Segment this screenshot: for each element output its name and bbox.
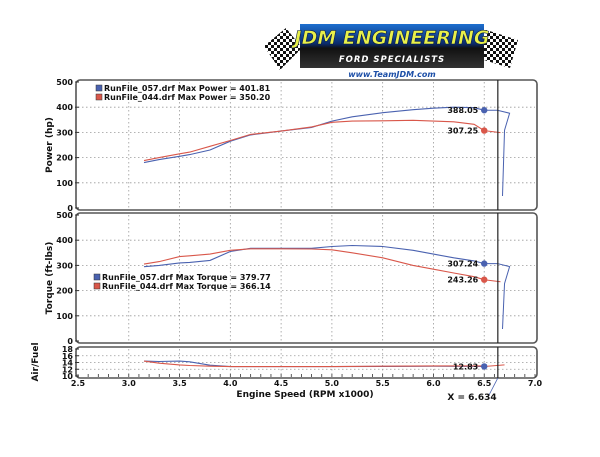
x-axis-label: Engine Speed (RPM x1000) (236, 390, 373, 400)
brand-subtitle: FORD SPECIALISTS (339, 55, 445, 65)
series-tail (484, 364, 505, 367)
checkered-flag-right-icon (480, 28, 518, 68)
cursor-readout: X = 6.634 (447, 393, 496, 403)
value-marker[interactable] (481, 127, 488, 134)
series-tail (484, 263, 511, 330)
value-label: 307.25 (447, 127, 478, 136)
series-line-RunFile_057-drf (143, 244, 485, 268)
panel-power: 0 100 200 300 400 500 Power (hp) 388.05 307.25 Ru… (45, 78, 538, 213)
y-axis-label: Power (hp) (45, 117, 55, 173)
x-tick-label: 3.0 (122, 379, 137, 388)
x-tick-label: 5.0 (325, 379, 340, 388)
x-tick-label: 6.5 (477, 379, 492, 388)
jdm-logo: JDM ENGINEERING FORD SPECIALISTS www.Tea… (264, 24, 518, 79)
series-line-RunFile_044-drf (143, 248, 485, 281)
y-tick-label: 100 (56, 312, 73, 321)
value-label: 388.05 (447, 106, 478, 115)
y-tick-label: 400 (56, 103, 73, 112)
y-tick-label: 12 (62, 365, 73, 374)
value-marker[interactable] (481, 260, 488, 267)
legend-label: RunFile_057.drf Max Torque = 379.77 (102, 273, 271, 282)
series-line-RunFile_044-drf (143, 119, 485, 162)
y-tick-label: 100 (56, 179, 73, 188)
website-link[interactable]: www.TeamJDM.com (348, 70, 435, 79)
brand-title: JDM ENGINEERING (291, 27, 490, 49)
legend-swatch (95, 84, 103, 92)
y-tick-label: 14 (62, 359, 74, 368)
y-tick-label: 0 (67, 204, 73, 213)
y-tick-label: 400 (56, 236, 73, 245)
cursor-connector (487, 377, 499, 398)
x-tick-label: 6.0 (426, 379, 441, 388)
value-label: 243.26 (447, 276, 478, 285)
value-label: 12.83 (453, 362, 478, 371)
panel-torque: 0 100 200 300 400 500 Torque (ft-lbs) 307.24 243… (45, 211, 538, 346)
x-tick-label: 2.5 (71, 379, 86, 388)
y-tick-label: 500 (56, 211, 73, 220)
value-label: 307.24 (447, 260, 478, 269)
y-tick-label: 500 (56, 78, 73, 87)
series-line-RunFile_044-drf (143, 360, 485, 368)
legend-label: RunFile_057.drf Max Power = 401.81 (104, 84, 271, 93)
y-tick-label: 18 (62, 345, 74, 354)
panel-frame (75, 212, 538, 344)
y-tick-label: 300 (56, 261, 73, 270)
legend-swatch (95, 93, 103, 101)
x-tick-label: 4.0 (223, 379, 238, 388)
series-tail (484, 109, 511, 197)
checkered-flag-left-icon (264, 28, 302, 70)
y-tick-label: 0 (67, 337, 73, 346)
legend-swatch (93, 282, 101, 290)
y-tick-label: 200 (56, 154, 73, 163)
value-marker[interactable] (481, 107, 488, 114)
x-tick-label: 3.5 (172, 379, 187, 388)
x-tick-label: 4.5 (274, 379, 289, 388)
y-tick-label: 200 (56, 287, 73, 296)
y-tick-label: 16 (62, 352, 74, 361)
legend-label: RunFile_044.drf Max Torque = 366.14 (102, 282, 271, 291)
banner-background (300, 24, 484, 68)
value-marker[interactable] (481, 363, 488, 370)
y-tick-label: 10 (62, 372, 74, 381)
legend-swatch (93, 273, 101, 281)
panel-frame (75, 79, 538, 211)
x-tick-label: 5.5 (376, 379, 391, 388)
legend-label: RunFile_044.drf Max Power = 350.20 (104, 93, 271, 102)
y-axis-label: Air/Fuel (31, 342, 41, 381)
y-axis-label: Torque (ft-lbs) (45, 242, 55, 315)
x-tick-label: 7.0 (528, 379, 543, 388)
value-marker[interactable] (481, 276, 488, 283)
y-tick-label: 300 (56, 128, 73, 137)
